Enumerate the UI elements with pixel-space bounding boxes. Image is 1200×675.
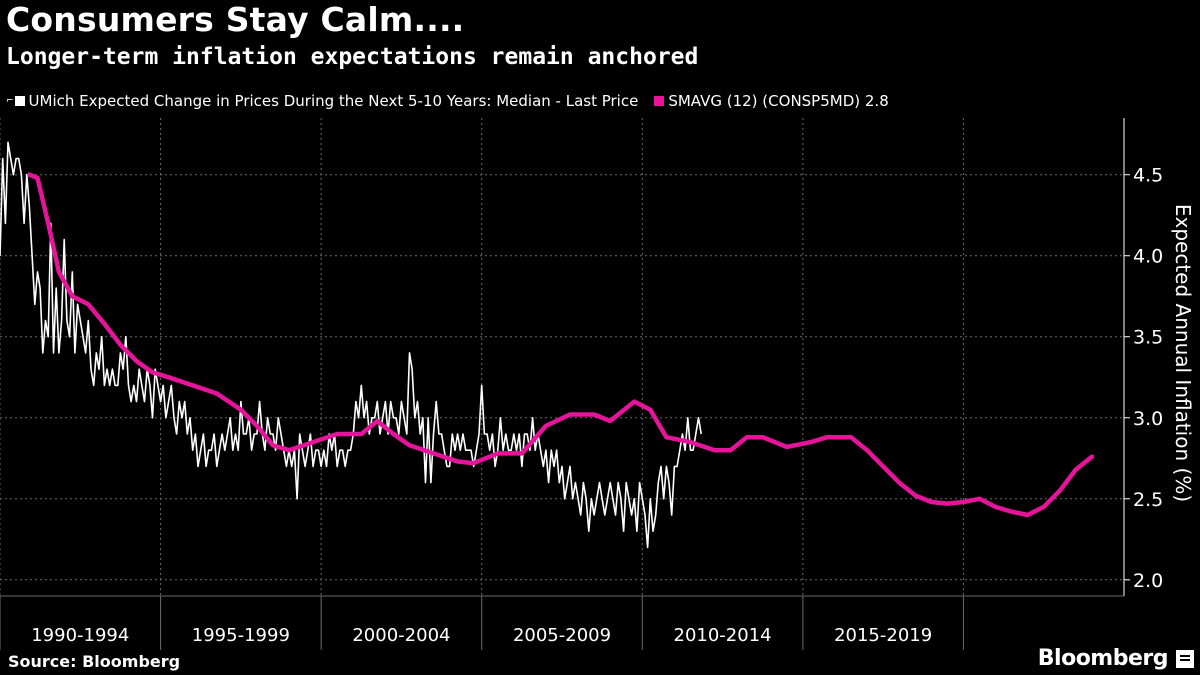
y-axis-title: Expected Annual Inflation (%) [1171, 203, 1195, 503]
x-tick-label: 2000-2004 [352, 625, 450, 646]
legend-item-series1: ⌐ UMich Expected Change in Prices During… [6, 92, 638, 110]
x-tick-label: 1990-1994 [31, 625, 129, 646]
y-tick-label: 2.5 [1133, 489, 1163, 511]
brand-logo: Bloomberg [1037, 646, 1169, 671]
bloomberg-terminal-icon [1176, 650, 1194, 668]
y-tick-label: 4.5 [1133, 165, 1163, 187]
legend-label-series2: SMAVG (12) (CONSP5MD) 2.8 [668, 92, 889, 110]
x-tick-label: 1995-1999 [192, 625, 290, 646]
y-tick-label: 3.0 [1133, 408, 1163, 430]
series-line-umich-median [0, 141, 702, 549]
y-tick-label: 2.0 [1133, 570, 1163, 592]
legend-swatch-series1 [14, 96, 25, 106]
y-tick-label: 3.5 [1133, 327, 1163, 349]
y-tick-label: 4.0 [1133, 246, 1163, 268]
source-note: Source: Bloomberg [8, 652, 181, 671]
legend-item-series2: SMAVG (12) (CONSP5MD) 2.8 [654, 92, 889, 110]
series-line-smavg-12 [27, 172, 1095, 518]
legend: ⌐ UMich Expected Change in Prices During… [6, 92, 905, 110]
legend-label-series1: UMich Expected Change in Prices During t… [28, 92, 639, 110]
x-tick-label: 2015-2019 [834, 625, 932, 646]
chart-title: Consumers Stay Calm.... [6, 0, 465, 39]
legend-marker-icon: ⌐ [6, 96, 14, 106]
legend-swatch-series2 [654, 96, 665, 106]
x-tick-label: 2005-2009 [513, 625, 611, 646]
chart-subtitle: Longer-term inflation expectations remai… [6, 44, 699, 70]
x-tick-label: 2010-2014 [674, 625, 772, 646]
